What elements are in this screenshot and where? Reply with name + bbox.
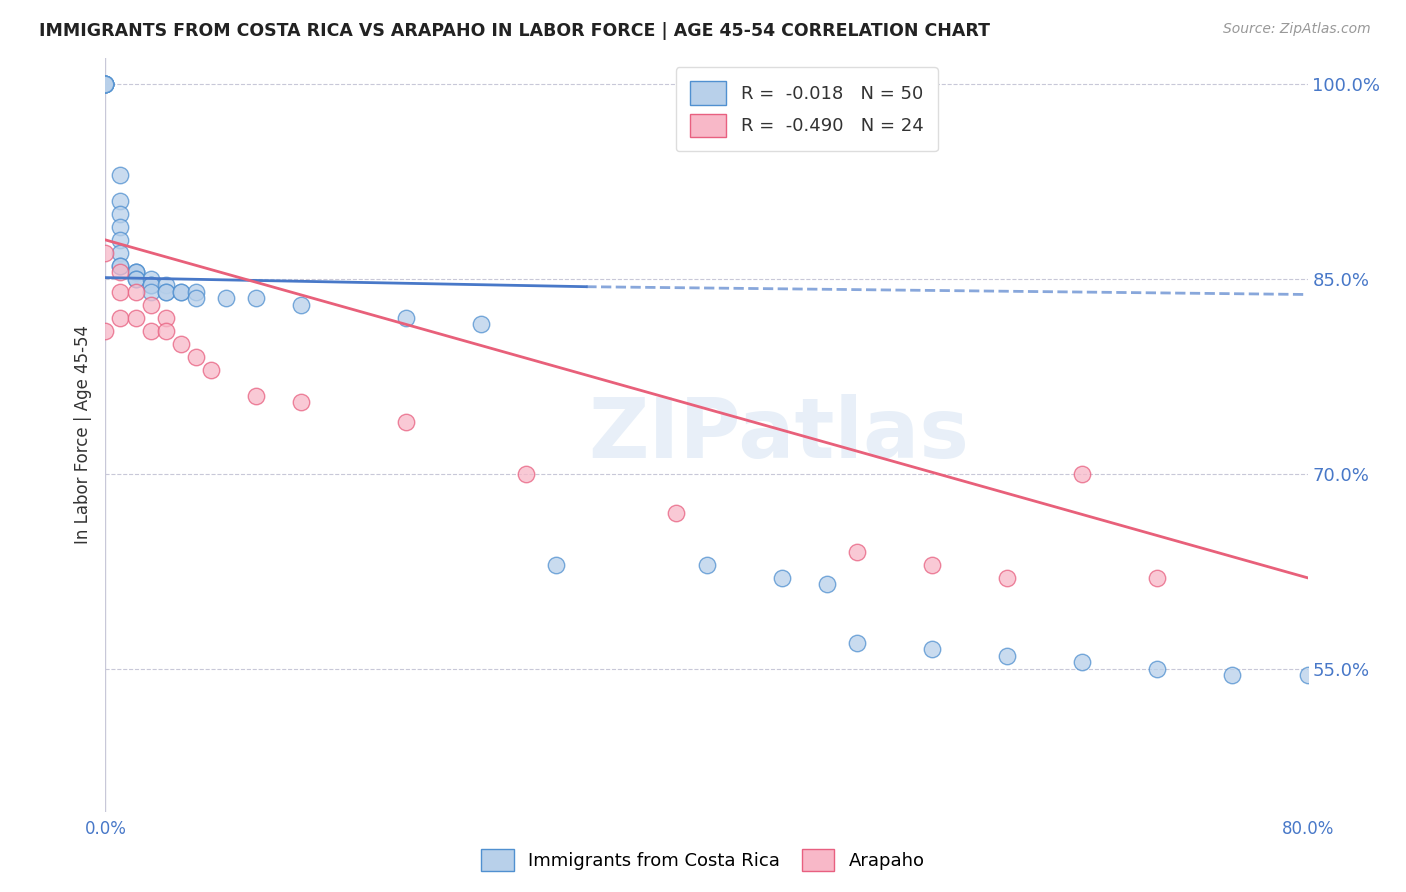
Point: [1071, 467, 1094, 481]
Point: [94, 246, 117, 260]
Point: [245, 292, 267, 306]
Point: [94, 77, 117, 91]
Text: IMMIGRANTS FROM COSTA RICA VS ARAPAHO IN LABOR FORCE | AGE 45-54 CORRELATION CHA: IMMIGRANTS FROM COSTA RICA VS ARAPAHO IN…: [39, 22, 990, 40]
Point: [124, 285, 146, 299]
Point: [169, 285, 191, 299]
Point: [155, 310, 177, 325]
Point: [845, 545, 868, 559]
Point: [124, 265, 146, 279]
Point: [94, 324, 117, 338]
Point: [110, 310, 132, 325]
Point: [515, 467, 537, 481]
Point: [1296, 668, 1319, 682]
Text: Source: ZipAtlas.com: Source: ZipAtlas.com: [1223, 22, 1371, 37]
Point: [921, 642, 943, 657]
Point: [995, 571, 1018, 585]
Point: [110, 259, 132, 273]
Point: [110, 265, 132, 279]
Point: [470, 318, 492, 332]
Point: [94, 77, 117, 91]
Point: [94, 77, 117, 91]
Text: ZIPatlas: ZIPatlas: [588, 394, 969, 475]
Point: [696, 558, 718, 572]
Point: [995, 648, 1018, 663]
Point: [169, 337, 191, 351]
Point: [139, 285, 162, 299]
Point: [155, 285, 177, 299]
Point: [245, 389, 267, 403]
Point: [94, 77, 117, 91]
Point: [1146, 571, 1168, 585]
Point: [184, 285, 207, 299]
Point: [155, 278, 177, 293]
Point: [110, 219, 132, 234]
Point: [290, 298, 312, 312]
Point: [110, 246, 132, 260]
Point: [110, 285, 132, 299]
Point: [1146, 662, 1168, 676]
Point: [184, 292, 207, 306]
Point: [665, 506, 688, 520]
Point: [124, 265, 146, 279]
Point: [1222, 668, 1244, 682]
Point: [94, 77, 117, 91]
Point: [770, 571, 793, 585]
Point: [110, 168, 132, 182]
Legend: R =  -0.018   N = 50, R =  -0.490   N = 24: R = -0.018 N = 50, R = -0.490 N = 24: [676, 67, 938, 152]
Legend: Immigrants from Costa Rica, Arapaho: Immigrants from Costa Rica, Arapaho: [474, 842, 932, 879]
Point: [184, 350, 207, 364]
Point: [110, 233, 132, 247]
Point: [139, 278, 162, 293]
Point: [124, 272, 146, 286]
Point: [845, 636, 868, 650]
Point: [139, 278, 162, 293]
Point: [155, 324, 177, 338]
Point: [139, 324, 162, 338]
Point: [124, 265, 146, 279]
Point: [155, 285, 177, 299]
Point: [546, 558, 568, 572]
Point: [214, 292, 236, 306]
Y-axis label: In Labor Force | Age 45-54: In Labor Force | Age 45-54: [73, 326, 91, 544]
Point: [290, 395, 312, 409]
Point: [139, 272, 162, 286]
Point: [1071, 655, 1094, 669]
Point: [94, 77, 117, 91]
Point: [169, 285, 191, 299]
Point: [1371, 674, 1393, 689]
Point: [124, 272, 146, 286]
Point: [94, 77, 117, 91]
Point: [815, 577, 838, 591]
Point: [200, 363, 222, 377]
Point: [395, 415, 418, 429]
Point: [124, 310, 146, 325]
Point: [395, 310, 418, 325]
Point: [921, 558, 943, 572]
Point: [110, 259, 132, 273]
Point: [110, 207, 132, 221]
Point: [139, 298, 162, 312]
Point: [110, 194, 132, 208]
